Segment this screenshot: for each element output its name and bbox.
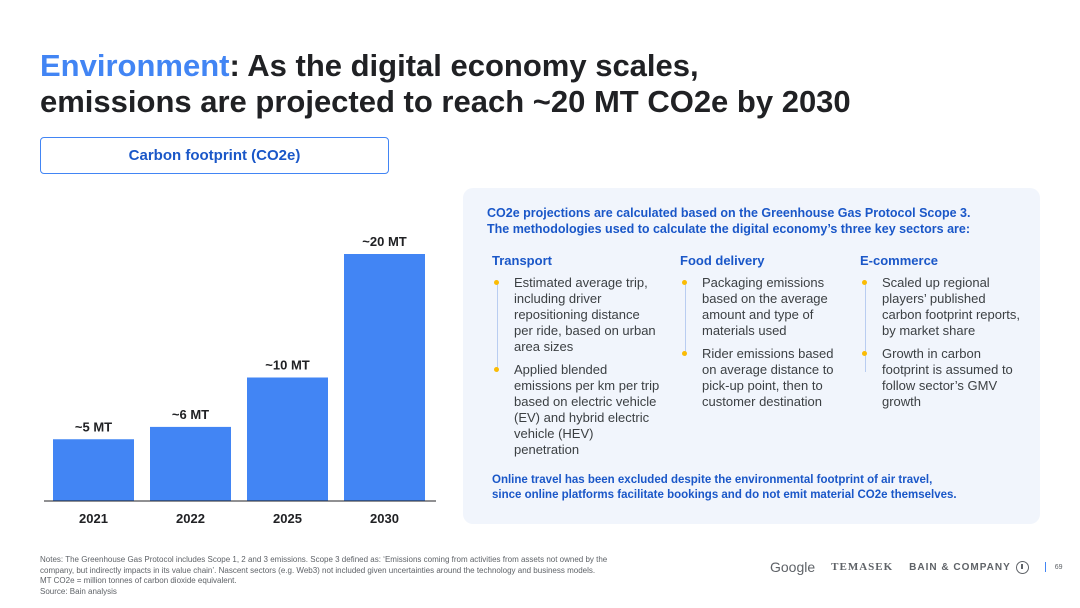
category-label-2030: 2030 bbox=[370, 511, 399, 526]
slide-title: Environment: As the digital economy scal… bbox=[40, 48, 940, 120]
column-title: E-commerce bbox=[860, 253, 939, 268]
column-food-delivery: Food delivery Packaging emissions based … bbox=[680, 253, 840, 417]
list-item-text: Packaging emissions based on the average… bbox=[702, 275, 828, 338]
data-label-2021: ~5 MT bbox=[75, 419, 112, 434]
page-number: 69 bbox=[1054, 563, 1063, 571]
list-item: Rider emissions based on average distanc… bbox=[682, 346, 840, 410]
list-item: Packaging emissions based on the average… bbox=[682, 275, 840, 339]
bain-logo: BAIN & COMPANY bbox=[909, 560, 1029, 574]
timeline-line bbox=[865, 284, 866, 372]
bullet-dot-icon bbox=[682, 351, 687, 356]
column-transport: Transport Estimated average trip, includ… bbox=[492, 253, 662, 465]
bar-2025 bbox=[247, 377, 328, 501]
bar-chart-svg: ~5 MT 2021 ~6 MT 2022 ~10 MT 2025 ~20 MT 2030 bbox=[44, 234, 436, 526]
data-label-2030: ~20 MT bbox=[362, 234, 406, 249]
list-item: Estimated average trip, including driver… bbox=[494, 275, 662, 355]
list-item-text: Estimated average trip, including driver… bbox=[514, 275, 656, 354]
bain-logo-text: BAIN & COMPANY bbox=[909, 561, 1011, 573]
column-list: Estimated average trip, including driver… bbox=[492, 275, 662, 458]
list-item-text: Growth in carbon footprint is assumed to… bbox=[882, 346, 1013, 409]
title-line-1-rest: : As the digital economy scales, bbox=[229, 48, 699, 83]
panel-footer-line-2: since online platforms facilitate bookin… bbox=[492, 489, 957, 501]
bar-2030 bbox=[344, 254, 425, 501]
data-label-2022: ~6 MT bbox=[172, 407, 209, 422]
panel-intro-line-2: The methodologies used to calculate the … bbox=[487, 222, 971, 236]
temasek-logo: TEMASEK bbox=[831, 561, 894, 573]
bullet-dot-icon bbox=[862, 351, 867, 356]
source-line: Source: Bain analysis bbox=[40, 586, 117, 596]
list-item-text: Rider emissions based on average distanc… bbox=[702, 346, 834, 409]
column-list: Scaled up regional players’ published ca… bbox=[860, 275, 1025, 410]
panel-intro: CO2e projections are calculated based on… bbox=[487, 205, 1027, 237]
category-label-2025: 2025 bbox=[273, 511, 302, 526]
bullet-dot-icon bbox=[862, 280, 867, 285]
bain-mark-icon bbox=[1015, 560, 1029, 574]
column-e-commerce: E-commerce Scaled up regional players’ p… bbox=[860, 253, 1025, 417]
bar-2022 bbox=[150, 426, 231, 501]
list-item-text: Applied blended emissions per km per tri… bbox=[514, 362, 660, 457]
title-line-1: Environment: As the digital economy scal… bbox=[40, 48, 940, 84]
bar-2021 bbox=[53, 439, 134, 501]
column-title: Transport bbox=[492, 253, 552, 268]
data-label-2025: ~10 MT bbox=[265, 358, 309, 373]
column-title: Food delivery bbox=[680, 253, 765, 268]
footnote-line: Notes: The Greenhouse Gas Protocol inclu… bbox=[40, 555, 608, 564]
title-highlight: Environment bbox=[40, 48, 230, 83]
bullet-dot-icon bbox=[682, 280, 687, 285]
category-label-2022: 2022 bbox=[176, 511, 205, 526]
footnote-line: company, but indirectly impacts in its v… bbox=[40, 565, 596, 575]
logo-divider bbox=[1044, 562, 1046, 572]
timeline-line bbox=[685, 284, 686, 356]
list-item: Applied blended emissions per km per tri… bbox=[494, 362, 662, 458]
bar-chart: ~5 MT 2021 ~6 MT 2022 ~10 MT 2025 ~20 MT 2030 bbox=[40, 228, 440, 538]
panel-intro-line-1: CO2e projections are calculated based on… bbox=[487, 206, 971, 220]
footnotes: Notes: The Greenhouse Gas Protocol inclu… bbox=[40, 555, 700, 597]
logo-bar: Google TEMASEK BAIN & COMPANY 69 bbox=[770, 559, 1063, 575]
methodology-panel: CO2e projections are calculated based on… bbox=[463, 188, 1040, 524]
bullet-dot-icon bbox=[494, 367, 499, 372]
chart-header: Carbon footprint (CO2e) bbox=[40, 137, 389, 174]
footnote-line: MT CO2e = million tonnes of carbon dioxi… bbox=[40, 576, 237, 585]
bullet-dot-icon bbox=[494, 280, 499, 285]
title-line-2: emissions are projected to reach ~20 MT … bbox=[40, 84, 851, 119]
panel-footer: Online travel has been excluded despite … bbox=[492, 473, 1032, 503]
category-label-2021: 2021 bbox=[79, 511, 108, 526]
list-item: Scaled up regional players’ published ca… bbox=[862, 275, 1025, 339]
timeline-line bbox=[497, 284, 498, 372]
list-item: Growth in carbon footprint is assumed to… bbox=[862, 346, 1025, 410]
list-item-text: Scaled up regional players’ published ca… bbox=[882, 275, 1021, 338]
google-logo: Google bbox=[770, 559, 816, 575]
panel-footer-line-1: Online travel has been excluded despite … bbox=[492, 474, 933, 486]
column-list: Packaging emissions based on the average… bbox=[680, 275, 840, 410]
